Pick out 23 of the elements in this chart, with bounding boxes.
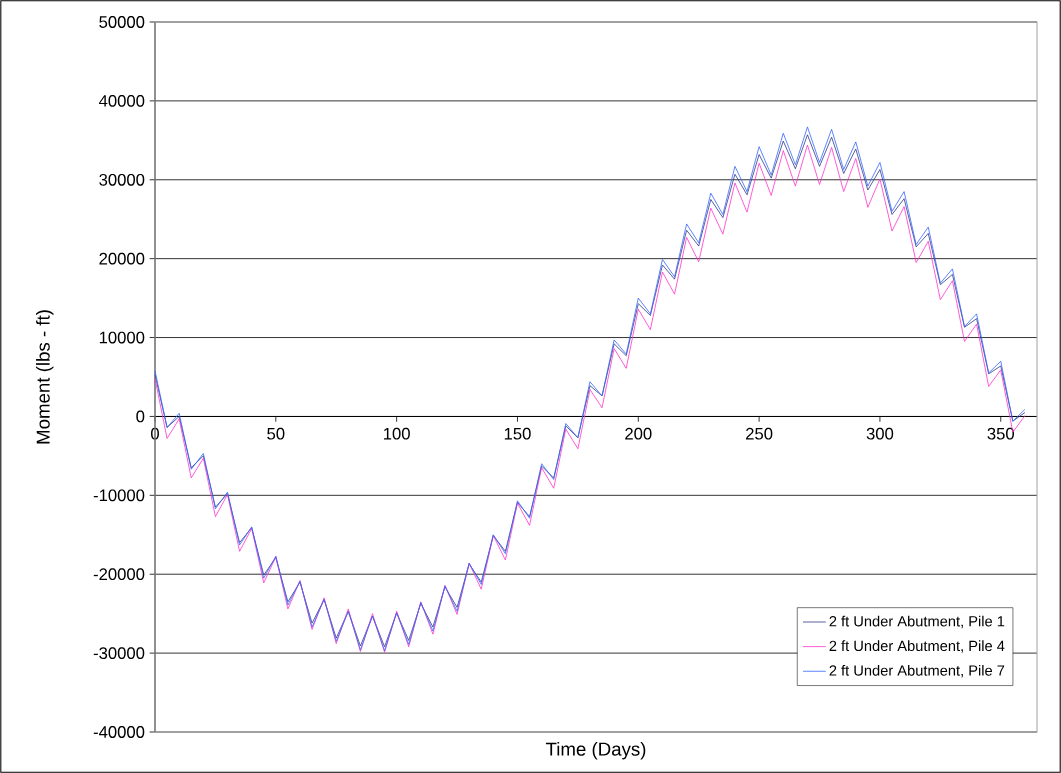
- y-tick-label: -40000: [93, 726, 145, 738]
- y-tick-label: 0: [136, 410, 145, 423]
- x-tick-label: 350: [987, 427, 1014, 440]
- y-tick-label: -20000: [93, 568, 145, 581]
- legend-label: 2 ft Under Abutment, Pile 1: [829, 615, 1005, 629]
- y-tick-label: 20000: [99, 252, 145, 265]
- y-tick-label: 40000: [98, 94, 145, 107]
- x-tick-label: 250: [746, 427, 773, 440]
- legend-label: 2 ft Under Abutment, Pile 4: [829, 640, 1005, 653]
- x-tick-label: 200: [625, 427, 652, 440]
- y-tick-label: 30000: [99, 173, 145, 186]
- legend-label: 2 ft Under Abutment, Pile 7: [829, 664, 1005, 678]
- x-tick-label: 300: [866, 427, 894, 440]
- y-tick-label: 10000: [99, 331, 145, 344]
- x-tick-label: 100: [384, 427, 410, 440]
- y-tick-label: 50000: [99, 16, 145, 28]
- y-tick-label: -30000: [93, 647, 145, 659]
- x-tick-label: 0: [151, 427, 159, 440]
- x-tick-label: 150: [504, 427, 531, 440]
- y-tick-label: -10000: [93, 489, 145, 502]
- y-axis-title: Moment (lbs - ft): [36, 310, 54, 444]
- x-tick-label: 50: [267, 427, 285, 440]
- x-axis-title: Time (Days): [545, 742, 646, 760]
